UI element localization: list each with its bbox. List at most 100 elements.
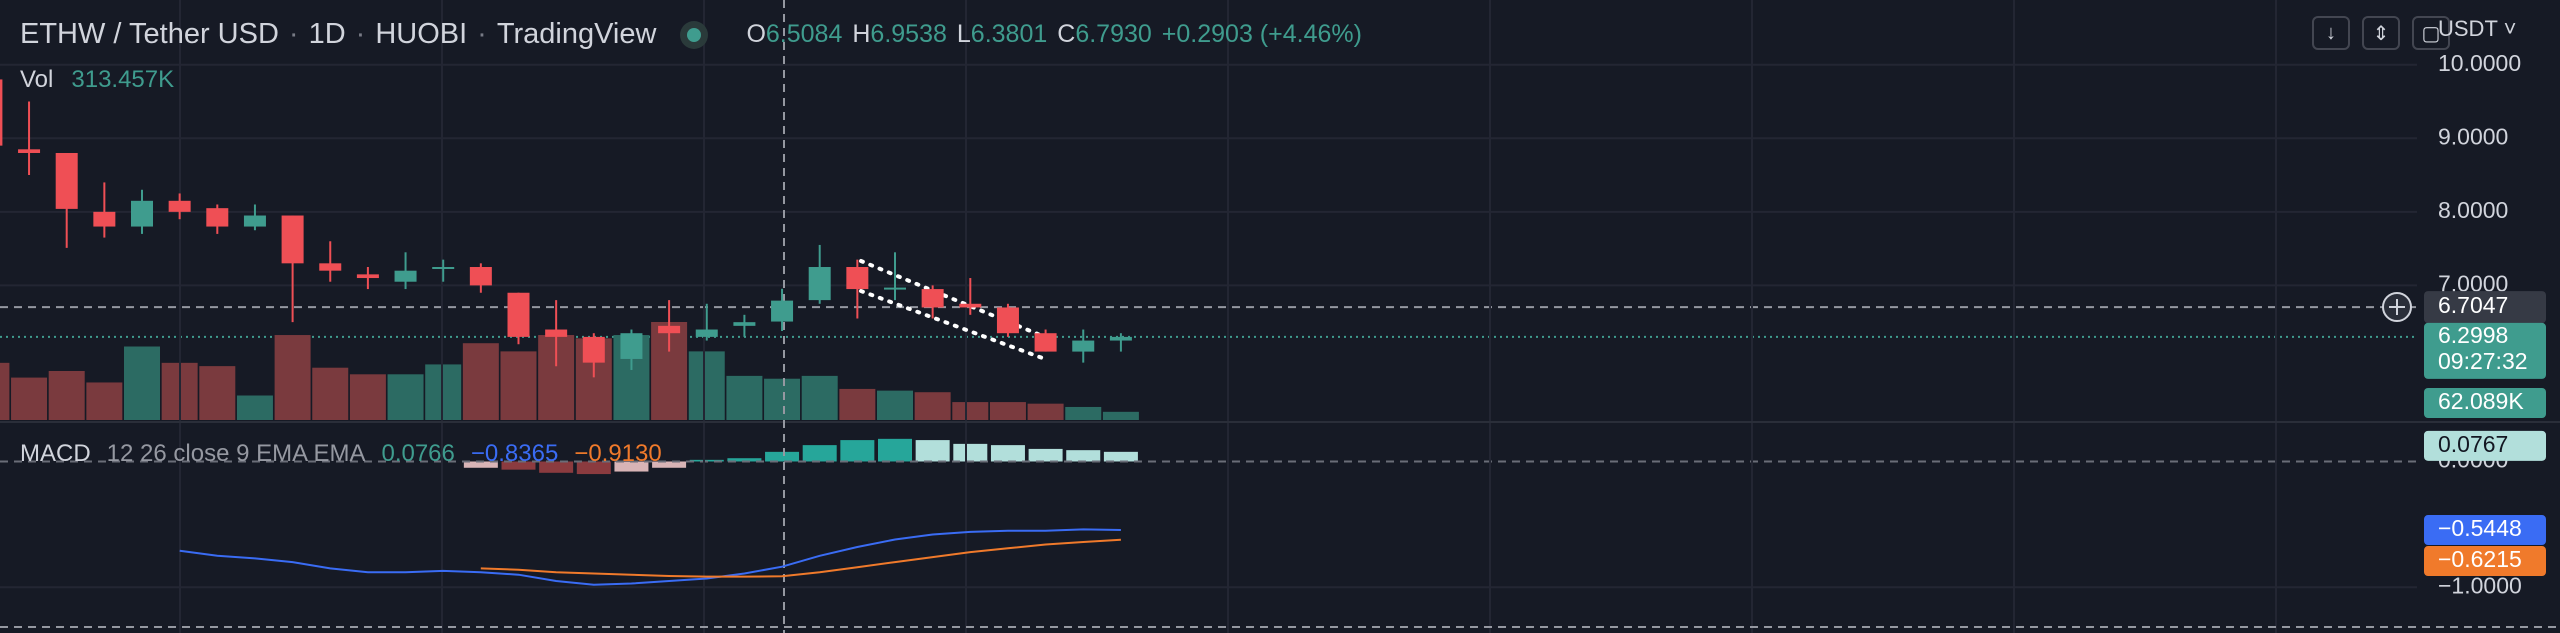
volume-bar bbox=[877, 390, 913, 420]
exchange: HUOBI bbox=[375, 18, 468, 50]
trend-line bbox=[859, 259, 1047, 339]
histogram-tag: 0.0767 bbox=[2438, 431, 2508, 457]
plus-icon bbox=[2389, 299, 2405, 315]
ohlc-key: L bbox=[956, 20, 971, 48]
candle-body bbox=[507, 292, 530, 337]
candle-body bbox=[695, 329, 718, 337]
candle-body bbox=[771, 300, 794, 322]
candle-body bbox=[93, 211, 116, 227]
separator: · bbox=[477, 18, 487, 50]
candle-body bbox=[959, 303, 982, 308]
candle-body bbox=[658, 325, 681, 334]
candle-body bbox=[168, 200, 191, 212]
volume-bar bbox=[801, 375, 838, 420]
candle-body bbox=[1034, 333, 1057, 352]
macd-signal-value: −0.9130 bbox=[574, 440, 662, 467]
histogram-bar bbox=[953, 443, 988, 462]
last-price-tag: 6.2998 bbox=[2438, 322, 2508, 348]
histogram-bar bbox=[463, 461, 498, 468]
change: +0.2903 (+4.46%) bbox=[1161, 20, 1362, 48]
ohlc-values: O6.5084 H6.9538 L6.3801 C6.7930 +0.2903 (+4.… bbox=[736, 20, 1362, 49]
candle-body bbox=[1109, 336, 1132, 341]
volume-legend: Vol 313.457K bbox=[20, 66, 174, 94]
toolbar: ↓ ⇕ ▢ bbox=[2312, 16, 2450, 50]
symbol[interactable]: ETHW / Tether USD bbox=[20, 18, 279, 50]
volume-bar bbox=[500, 351, 537, 420]
ohlc-key: H bbox=[852, 20, 871, 48]
candle-body bbox=[808, 267, 831, 301]
histogram-bar bbox=[1066, 450, 1101, 462]
candle-body bbox=[846, 267, 869, 290]
ohlc-value: 6.3801 bbox=[970, 20, 1048, 48]
candle-body bbox=[921, 289, 944, 308]
separator: · bbox=[288, 18, 299, 50]
signal-tag: −0.6215 bbox=[2438, 546, 2522, 572]
ohlc-value: 6.5084 bbox=[765, 20, 843, 48]
volume-bar bbox=[349, 374, 386, 420]
histogram-bar bbox=[878, 438, 912, 462]
histogram-bar bbox=[765, 451, 800, 462]
candle-body bbox=[206, 208, 229, 227]
collapse-button[interactable]: ⇕ bbox=[2362, 16, 2400, 50]
candle-body bbox=[55, 152, 78, 209]
ohlc-value: 6.7930 bbox=[1075, 20, 1152, 48]
header: ETHW / Tether USD · 1D · HUOBI · TradingVie… bbox=[20, 18, 1362, 51]
volume-bar bbox=[952, 402, 989, 420]
candle-body bbox=[0, 79, 3, 146]
last-price-tag-bg bbox=[2424, 322, 2546, 379]
macd-line-value: −0.8365 bbox=[470, 440, 559, 467]
volume-value: 313.457K bbox=[71, 66, 175, 93]
histogram-bar bbox=[1028, 448, 1063, 462]
ohlc-key: C bbox=[1057, 20, 1076, 48]
volume-bar bbox=[124, 346, 160, 420]
histogram-bar bbox=[727, 458, 762, 462]
candle-body bbox=[1072, 340, 1095, 352]
candle-body bbox=[18, 149, 41, 153]
volume-bar bbox=[312, 367, 349, 420]
volume-bar bbox=[0, 362, 10, 420]
histogram-bar bbox=[576, 461, 611, 475]
histogram-bar bbox=[539, 461, 574, 473]
y-tick-label: 8.0000 bbox=[2438, 197, 2508, 223]
macd-hist-value: 0.0766 bbox=[381, 440, 455, 467]
volume-bar bbox=[688, 351, 725, 420]
macd-line bbox=[179, 528, 1121, 586]
candle-body bbox=[545, 329, 568, 337]
candle-body bbox=[432, 267, 455, 270]
volume-bar bbox=[274, 335, 311, 420]
source: TradingView bbox=[496, 18, 657, 50]
candle-body bbox=[281, 215, 304, 264]
volume-bar bbox=[989, 402, 1026, 420]
volume-bar bbox=[11, 377, 48, 420]
histogram-bar bbox=[915, 440, 950, 462]
candle-body bbox=[469, 267, 492, 286]
volume-bar bbox=[1027, 403, 1064, 420]
volume-bar bbox=[387, 374, 424, 420]
candle-body bbox=[319, 263, 342, 271]
volume-bar bbox=[764, 378, 801, 420]
macd-tag: −0.5448 bbox=[2438, 515, 2522, 541]
macd-name: MACD bbox=[20, 440, 91, 467]
volume-bar bbox=[1102, 411, 1139, 420]
volume-bar bbox=[1065, 406, 1102, 420]
candle-body bbox=[394, 270, 417, 282]
histogram-bar bbox=[501, 461, 536, 470]
volume-bar bbox=[839, 388, 876, 420]
macd-legend: MACD 12 26 close 9 EMA EMA 0.0766 −0.836… bbox=[20, 440, 662, 468]
separator: · bbox=[355, 18, 366, 50]
candle-body bbox=[131, 200, 153, 227]
y-tick-label: 10.0000 bbox=[2438, 50, 2521, 76]
volume-bar bbox=[914, 392, 951, 420]
y-tick-label: −1.0000 bbox=[2438, 572, 2522, 598]
histogram-bar bbox=[652, 461, 687, 468]
candle-body bbox=[884, 287, 906, 290]
market-status bbox=[680, 20, 709, 49]
volume-tag: 62.089K bbox=[2438, 388, 2524, 414]
maximize-button[interactable]: ▢ bbox=[2412, 16, 2450, 50]
countdown: 09:27:32 bbox=[2438, 348, 2528, 374]
interval[interactable]: 1D bbox=[308, 18, 346, 50]
scroll-button[interactable]: ↓ bbox=[2312, 16, 2350, 50]
currency-selector[interactable]: USDT ˅ bbox=[2438, 16, 2517, 41]
volume-name: Vol bbox=[20, 66, 54, 93]
